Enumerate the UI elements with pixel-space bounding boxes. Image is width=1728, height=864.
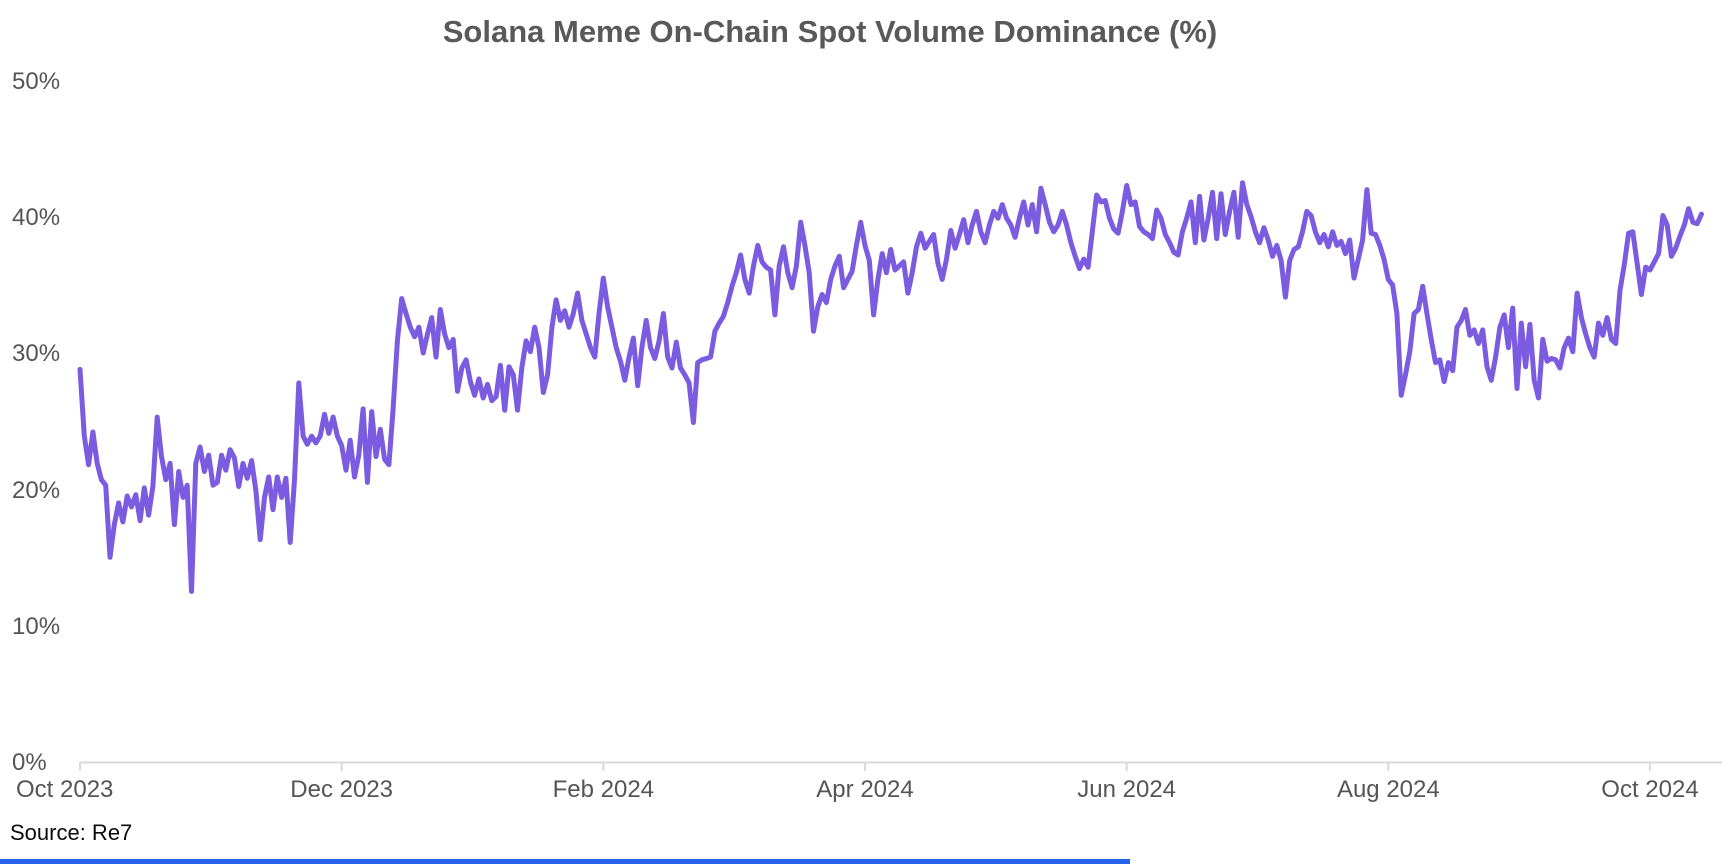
bottom-accent-bar bbox=[0, 859, 1130, 864]
x-axis-label: Aug 2024 bbox=[1336, 776, 1440, 803]
x-axis-label: Oct 2023 bbox=[16, 776, 114, 803]
y-axis-label: 20% bbox=[12, 476, 61, 504]
x-axis-label: Apr 2024 bbox=[816, 776, 914, 803]
y-axis-label: 10% bbox=[12, 612, 61, 640]
y-axis-label: 0% bbox=[12, 749, 47, 776]
source-note: Source: Re7 bbox=[10, 820, 133, 845]
x-axis-label: Feb 2024 bbox=[552, 776, 655, 803]
y-axis-label: 40% bbox=[12, 204, 61, 232]
x-axis-tick-marks bbox=[79, 762, 1651, 771]
x-axis-label: Oct 2024 bbox=[1601, 776, 1699, 803]
y-axis-label: 30% bbox=[12, 340, 61, 368]
x-axis-label: Jun 2024 bbox=[1077, 776, 1177, 803]
dominance-line-series bbox=[77, 180, 1704, 594]
y-axis-label: 50% bbox=[12, 68, 61, 95]
x-axis-label: Dec 2023 bbox=[290, 776, 394, 803]
chart-title: Solana Meme On-Chain Spot Volume Dominan… bbox=[442, 14, 1218, 49]
